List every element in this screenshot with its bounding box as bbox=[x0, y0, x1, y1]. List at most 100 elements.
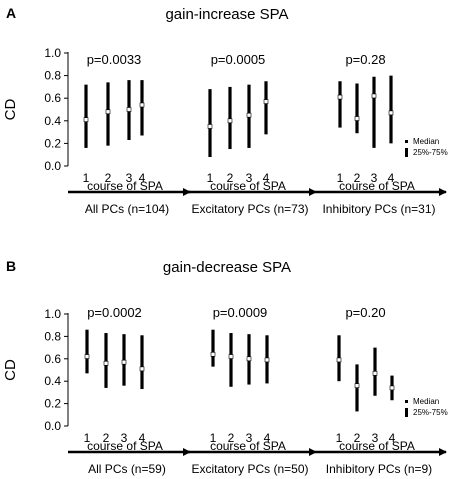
p-value-label: p=0.0033 bbox=[87, 52, 142, 67]
p-value-label: p=0.0005 bbox=[211, 52, 266, 67]
median-marker bbox=[103, 360, 109, 366]
legend-range-label: 25%-75% bbox=[413, 148, 448, 157]
legend-range-swatch bbox=[405, 408, 408, 417]
x-tick-label: 2 bbox=[354, 431, 361, 445]
panel-title: gain-increase SPA bbox=[165, 6, 288, 23]
legend-median-label: Median bbox=[413, 397, 439, 406]
group-label: All PCs (n=59) bbox=[88, 462, 166, 476]
x-tick-label: 3 bbox=[246, 431, 253, 445]
median-marker bbox=[246, 112, 252, 118]
median-marker bbox=[372, 371, 378, 376]
x-tick-label: 4 bbox=[139, 431, 146, 445]
legend-median-swatch bbox=[405, 140, 408, 143]
y-tick-label: 0.2 bbox=[44, 397, 61, 411]
median-marker bbox=[207, 124, 213, 129]
x-tick-label: 3 bbox=[372, 431, 379, 445]
panel-letter: B bbox=[6, 258, 16, 274]
median-marker bbox=[389, 385, 395, 391]
y-tick-label: 1.0 bbox=[44, 307, 61, 321]
group-label: Excitatory PCs (n=73) bbox=[191, 202, 308, 216]
x-tick-label: 1 bbox=[207, 171, 214, 185]
y-tick-label: 0.2 bbox=[44, 136, 61, 150]
median-marker bbox=[337, 94, 343, 100]
y-tick-label: 0.4 bbox=[44, 114, 61, 128]
y-tick-label: 0.8 bbox=[44, 69, 61, 83]
y-tick-label: 0.6 bbox=[44, 352, 61, 366]
x-tick-label: 4 bbox=[263, 171, 270, 185]
p-value-label: p=0.28 bbox=[345, 52, 385, 67]
y-axis-label: CD bbox=[2, 359, 19, 381]
p-value-label: p=0.0009 bbox=[213, 305, 268, 320]
x-tick-label: 2 bbox=[103, 431, 110, 445]
panel-title: gain-decrease SPA bbox=[163, 259, 291, 276]
median-marker bbox=[84, 354, 90, 359]
group-label: All PCs (n=104) bbox=[85, 202, 169, 216]
y-tick-label: 0.4 bbox=[44, 374, 61, 388]
x-tick-label: 4 bbox=[139, 171, 146, 185]
median-marker bbox=[105, 109, 111, 115]
median-marker bbox=[126, 107, 132, 112]
y-tick-label: 0.8 bbox=[44, 329, 61, 343]
legend: Median 25%-75% bbox=[405, 397, 448, 417]
course-axis-label: course of SPA bbox=[339, 179, 415, 193]
group-label: Inhibitory PCs (n=9) bbox=[326, 462, 432, 476]
group-label: Excitatory PCs (n=50) bbox=[191, 462, 308, 476]
median-marker bbox=[83, 117, 89, 122]
median-marker bbox=[388, 110, 394, 116]
y-tick-label: 1.0 bbox=[44, 46, 61, 60]
median-marker bbox=[336, 357, 342, 363]
median-marker bbox=[354, 383, 360, 388]
course-axis-label: course of SPA bbox=[210, 439, 286, 453]
legend-median-label: Median bbox=[413, 137, 439, 146]
median-marker bbox=[121, 359, 127, 365]
median-marker bbox=[264, 357, 270, 363]
legend-range-label: 25%-75% bbox=[413, 408, 448, 417]
x-tick-label: 3 bbox=[121, 431, 128, 445]
x-tick-label: 4 bbox=[388, 171, 395, 185]
x-tick-label: 2 bbox=[105, 171, 112, 185]
legend-range-swatch bbox=[405, 148, 408, 157]
course-axis-label: course of SPA bbox=[87, 439, 163, 453]
median-marker bbox=[371, 93, 377, 99]
group-label: Inhibitory PCs (n=31) bbox=[322, 202, 435, 216]
course-axis-label: course of SPA bbox=[210, 179, 286, 193]
y-axis-label: CD bbox=[2, 99, 19, 121]
x-tick-label: 1 bbox=[336, 431, 343, 445]
x-tick-label: 4 bbox=[389, 431, 396, 445]
x-tick-label: 1 bbox=[83, 171, 90, 185]
y-tick-label: 0.0 bbox=[44, 419, 61, 433]
p-value-label: p=0.0002 bbox=[87, 305, 142, 320]
p-value-label: p=0.20 bbox=[345, 305, 385, 320]
x-tick-label: 2 bbox=[354, 171, 361, 185]
median-marker bbox=[246, 356, 252, 362]
y-tick-label: 0.6 bbox=[44, 91, 61, 105]
x-tick-label: 1 bbox=[337, 171, 344, 185]
median-marker bbox=[139, 102, 145, 108]
course-axis-label: course of SPA bbox=[339, 439, 415, 453]
x-tick-label: 1 bbox=[84, 431, 91, 445]
x-tick-label: 3 bbox=[246, 171, 253, 185]
median-marker bbox=[139, 366, 145, 372]
median-marker bbox=[354, 116, 360, 121]
x-tick-label: 1 bbox=[210, 431, 217, 445]
x-tick-label: 2 bbox=[228, 431, 235, 445]
course-axis-label: course of SPA bbox=[87, 179, 163, 193]
y-tick-label: 0.0 bbox=[44, 159, 61, 173]
legend-median-swatch bbox=[405, 400, 408, 403]
panel-letter: A bbox=[6, 5, 16, 21]
legend: Median 25%-75% bbox=[405, 137, 448, 157]
median-marker bbox=[228, 354, 234, 359]
median-marker bbox=[227, 118, 233, 124]
median-marker bbox=[263, 99, 269, 104]
x-tick-label: 4 bbox=[264, 431, 271, 445]
median-marker bbox=[210, 352, 216, 357]
